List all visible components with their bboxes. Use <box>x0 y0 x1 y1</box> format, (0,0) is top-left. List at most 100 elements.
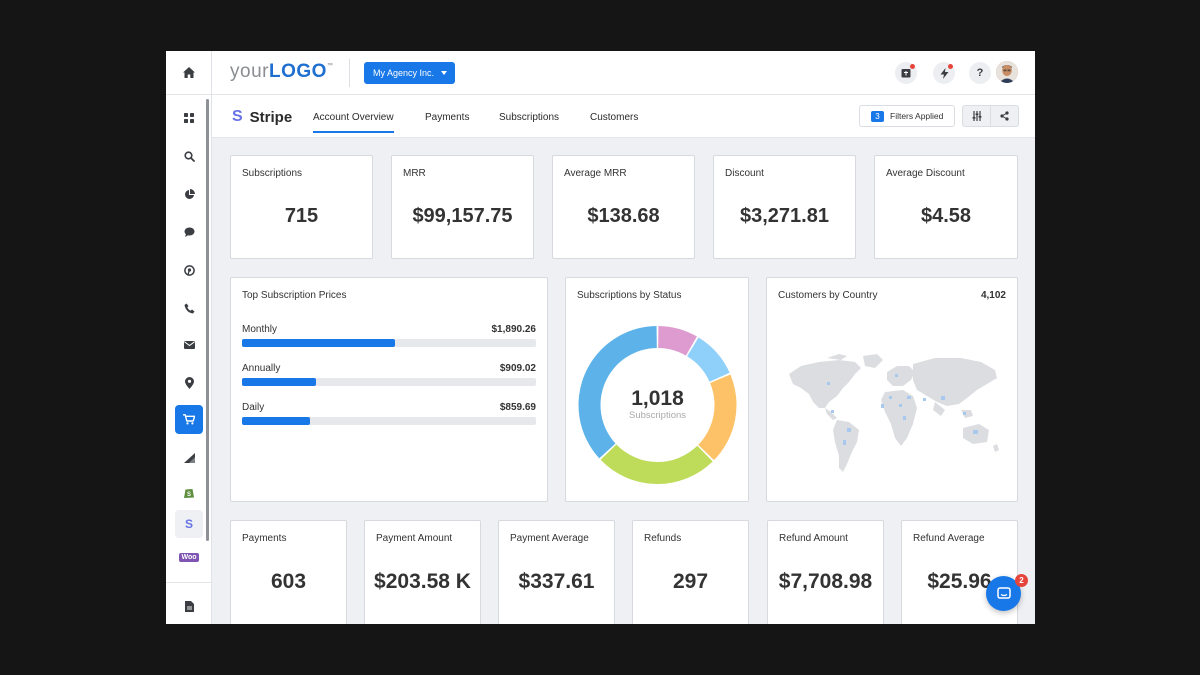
sidebar-item-ecommerce[interactable] <box>175 405 203 434</box>
sidebar-item-calls[interactable] <box>175 294 203 322</box>
chat-unread-badge: 2 <box>1015 574 1028 587</box>
document-icon <box>184 600 194 612</box>
donut-slice-2[interactable] <box>698 374 737 461</box>
lightning-icon <box>940 67 948 79</box>
header-divider <box>349 59 350 87</box>
brand-logo[interactable]: yourLOGO™ <box>230 61 333 83</box>
sidebar-item-chat[interactable] <box>175 218 203 246</box>
kpi-card-payments[interactable]: Payments 603 <box>230 520 347 624</box>
help-button[interactable]: ? <box>969 62 991 84</box>
share-button[interactable] <box>990 106 1018 126</box>
kpi-value: $337.61 <box>518 570 595 593</box>
home-icon <box>182 67 195 78</box>
sidebar-item-pinterest[interactable] <box>175 256 203 284</box>
location-icon <box>184 377 194 389</box>
report-icon <box>901 69 911 78</box>
stripe-icon: S <box>184 517 193 531</box>
world-map <box>789 354 999 472</box>
kpi-card-payment-average[interactable]: Payment Average $337.61 <box>498 520 615 624</box>
donut-total-label: Subscriptions <box>628 410 687 421</box>
sidebar-item-woocommerce[interactable]: Woo <box>175 543 203 571</box>
card-title: Subscriptions by Status <box>577 290 682 301</box>
report-button[interactable] <box>895 62 917 84</box>
agency-dropdown[interactable]: My Agency Inc. <box>364 62 455 84</box>
kpi-card-discount[interactable]: Discount $3,271.81 <box>713 155 856 259</box>
sidebar-item-search[interactable] <box>175 142 203 170</box>
donut-slice-4[interactable] <box>578 326 657 459</box>
filters-label: Filters Applied <box>890 111 944 121</box>
sidebar-divider <box>166 582 212 583</box>
donut-slice-0[interactable] <box>658 326 697 356</box>
sidebar-item-email[interactable] <box>175 331 203 359</box>
sliders-icon <box>972 111 981 121</box>
search-icon <box>183 150 195 162</box>
sidebar-item-stripe[interactable]: S <box>175 510 203 538</box>
filters-button[interactable]: 3 Filters Applied <box>859 105 955 127</box>
kpi-value: $3,271.81 <box>740 205 829 227</box>
kpi-label: Payment Average <box>510 533 589 544</box>
sidebar: S S Woo <box>166 51 212 624</box>
price-value: $1,890.26 <box>491 324 537 335</box>
app-window: S S Woo yourLOGO™ My Agency Inc. <box>166 51 1035 624</box>
kpi-value: $7,708.98 <box>778 570 873 593</box>
tab-subscriptions[interactable]: Subscriptions <box>499 112 560 123</box>
sidebar-item-documents[interactable] <box>175 592 203 620</box>
price-bar-track <box>242 339 536 347</box>
sidebar-item-local[interactable] <box>175 369 203 397</box>
donut-slice-3[interactable] <box>600 444 713 484</box>
kpi-value: $4.58 <box>920 205 972 227</box>
price-bar-track <box>242 417 536 425</box>
card-title: Customers by Country <box>778 290 878 301</box>
sidebar-item-signal[interactable] <box>175 444 203 472</box>
sidebar-item-dashboard[interactable] <box>175 104 203 132</box>
sidebar-home[interactable] <box>166 51 211 95</box>
shopify-icon: S <box>184 488 194 498</box>
kpi-value: 297 <box>672 570 709 593</box>
kpi-value: $99,157.75 <box>412 205 513 227</box>
message-icon <box>996 587 1011 599</box>
kpi-value: $138.68 <box>587 205 660 227</box>
top-subscription-prices-card[interactable]: Top Subscription Prices Monthly $1,890.2… <box>230 277 548 502</box>
kpi-card-average-discount[interactable]: Average Discount $4.58 <box>874 155 1018 259</box>
subscriptions-by-status-card[interactable]: Subscriptions by Status 1,018 Subscripti… <box>565 277 749 502</box>
kpi-label: Subscriptions <box>242 168 303 179</box>
tab-customers[interactable]: Customers <box>590 112 639 123</box>
kpi-card-payment-amount[interactable]: Payment Amount $203.58 K <box>364 520 481 624</box>
tab-payments[interactable]: Payments <box>425 112 470 123</box>
kpi-card-refund-amount[interactable]: Refund Amount $7,708.98 <box>767 520 884 624</box>
sidebar-item-reports[interactable] <box>175 180 203 208</box>
chat-icon <box>184 227 194 237</box>
logo-prefix: your <box>230 61 269 82</box>
filters-count-badge: 3 <box>871 110 884 122</box>
kpi-card-mrr[interactable]: MRR $99,157.75 <box>391 155 534 259</box>
pinterest-icon <box>183 264 195 276</box>
price-bar-fill <box>242 417 310 425</box>
dashboard-icon <box>184 113 194 123</box>
notification-dot <box>910 64 915 69</box>
integrations-button[interactable] <box>933 62 955 84</box>
kpi-value: 715 <box>284 205 319 227</box>
toolbar-group <box>962 105 1019 127</box>
price-name: Monthly <box>242 324 278 335</box>
user-photo <box>996 61 1018 83</box>
customize-button[interactable] <box>963 106 990 126</box>
price-bar-track <box>242 378 536 386</box>
kpi-card-refunds[interactable]: Refunds 297 <box>632 520 749 624</box>
agency-label: My Agency Inc. <box>373 68 435 78</box>
kpi-value: $25.96 <box>927 570 992 593</box>
sidebar-scrollbar[interactable] <box>206 99 209 541</box>
donut-slice-1[interactable] <box>687 337 730 382</box>
sidebar-item-shopify[interactable]: S <box>175 478 203 506</box>
chevron-down-icon <box>441 71 448 75</box>
tab-account-overview[interactable]: Account Overview <box>313 112 394 133</box>
help-icon: ? <box>976 67 984 79</box>
kpi-card-subscriptions[interactable]: Subscriptions 715 <box>230 155 373 259</box>
kpi-value: 603 <box>270 570 307 593</box>
avatar[interactable] <box>996 61 1018 83</box>
kpi-label: Payment Amount <box>376 533 453 544</box>
kpi-card-average-mrr[interactable]: Average MRR $138.68 <box>552 155 695 259</box>
price-bar-fill <box>242 378 316 386</box>
integration-title: Stripe <box>249 108 293 126</box>
customers-by-country-card[interactable]: Customers by Country 4,102 <box>766 277 1018 502</box>
woo-icon: Woo <box>179 552 199 562</box>
